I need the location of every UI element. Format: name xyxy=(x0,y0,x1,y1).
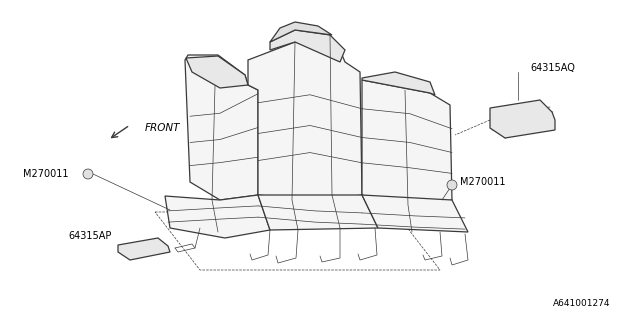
Polygon shape xyxy=(270,22,332,42)
Text: 64315AP: 64315AP xyxy=(68,231,112,241)
Text: M270011: M270011 xyxy=(22,169,68,179)
Circle shape xyxy=(447,180,457,190)
Polygon shape xyxy=(185,55,258,200)
Polygon shape xyxy=(490,100,555,138)
Polygon shape xyxy=(186,56,248,88)
Text: 64315AQ: 64315AQ xyxy=(530,63,575,73)
Polygon shape xyxy=(362,72,435,95)
Polygon shape xyxy=(362,195,468,232)
Text: M270011: M270011 xyxy=(460,177,506,187)
Text: FRONT: FRONT xyxy=(145,123,180,133)
Circle shape xyxy=(83,169,93,179)
Polygon shape xyxy=(270,30,345,62)
Polygon shape xyxy=(118,238,170,260)
Polygon shape xyxy=(248,42,362,200)
Polygon shape xyxy=(165,195,270,238)
Polygon shape xyxy=(258,195,378,230)
Polygon shape xyxy=(362,80,452,208)
Text: A641001274: A641001274 xyxy=(552,299,610,308)
